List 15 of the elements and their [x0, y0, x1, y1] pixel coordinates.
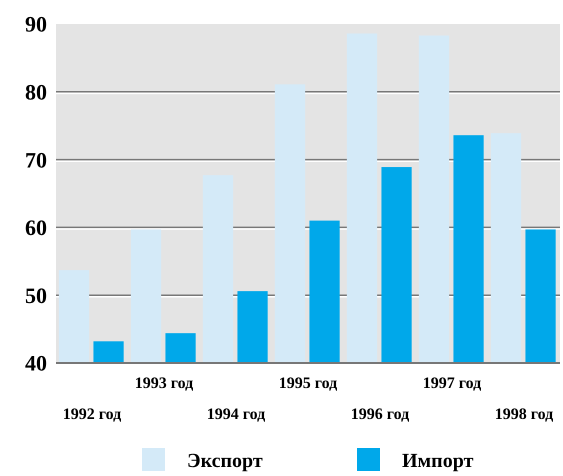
x-tick-label: 1993 год: [134, 375, 194, 392]
y-tick-label: 90: [25, 12, 47, 37]
x-tick-label: 1994 год: [206, 406, 266, 423]
x-tick-label: 1998 год: [494, 406, 554, 423]
x-tick-label: 1995 год: [278, 375, 338, 392]
x-tick-label: 1997 год: [422, 375, 482, 392]
y-tick-label: 40: [25, 350, 47, 376]
y-tick-label: 80: [25, 80, 47, 104]
legend-label: Экспорт: [187, 450, 263, 472]
x-tick-label: 1996 год: [350, 406, 410, 423]
y-tick-label: 50: [25, 282, 47, 308]
y-tick-label: 60: [25, 215, 47, 240]
x-tick-label: 1992 год: [62, 406, 122, 423]
y-tick-label: 70: [25, 147, 47, 172]
legend-label: Импорт: [402, 450, 474, 472]
